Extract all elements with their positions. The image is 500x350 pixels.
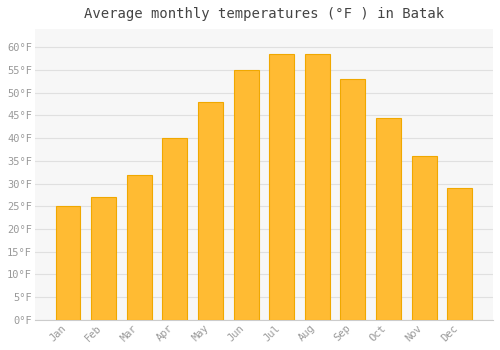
Bar (269, 54, 294, 320)
Title: Average monthly temperatures (°F ) in Batak: Average monthly temperatures (°F ) in Ba… (84, 7, 444, 21)
Bar (162, 138, 188, 320)
Bar (412, 156, 436, 320)
Bar (198, 102, 223, 320)
Bar (376, 118, 401, 320)
Bar (305, 54, 330, 320)
Bar (56, 206, 80, 320)
Bar (340, 79, 365, 320)
Bar (127, 175, 152, 320)
Bar (91, 197, 116, 320)
Bar (448, 188, 472, 320)
Bar (234, 70, 258, 320)
